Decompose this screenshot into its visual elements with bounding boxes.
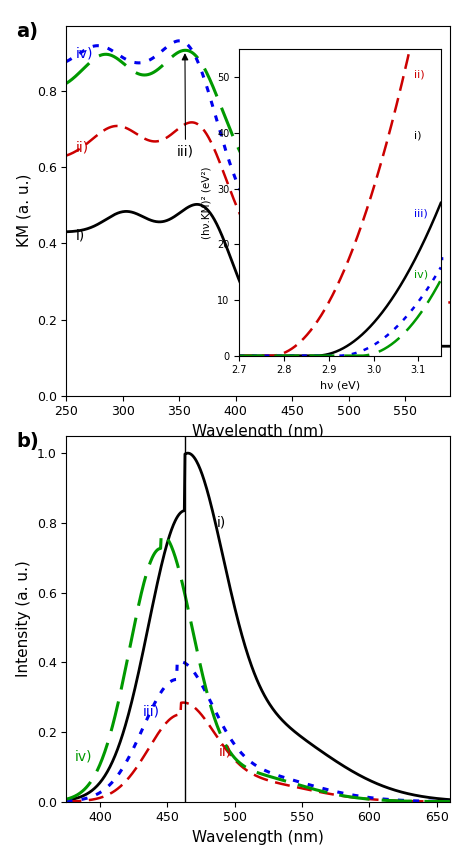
Text: ii): ii) [414, 69, 425, 79]
Text: iii): iii) [143, 705, 160, 718]
Text: a): a) [17, 22, 38, 41]
Text: iv): iv) [414, 270, 428, 280]
Text: ii): ii) [75, 140, 89, 155]
Text: iii): iii) [414, 208, 428, 219]
Text: i): i) [217, 516, 227, 529]
X-axis label: Wavelength (nm): Wavelength (nm) [192, 830, 324, 845]
Y-axis label: Intensity (a. u.): Intensity (a. u.) [16, 560, 31, 677]
X-axis label: hν (eV): hν (eV) [320, 381, 360, 391]
Text: iv): iv) [75, 47, 93, 60]
Text: i): i) [414, 130, 421, 140]
Text: i): i) [75, 228, 85, 243]
Text: b): b) [17, 432, 39, 451]
Text: iv): iv) [74, 749, 92, 763]
Y-axis label: (hν.KM)² (eV²): (hν.KM)² (eV²) [202, 166, 212, 239]
X-axis label: Wavelength (nm): Wavelength (nm) [192, 424, 324, 439]
Text: iii): iii) [177, 54, 194, 159]
Y-axis label: KM (a. u.): KM (a. u.) [16, 174, 31, 248]
Text: ii): ii) [219, 745, 232, 759]
